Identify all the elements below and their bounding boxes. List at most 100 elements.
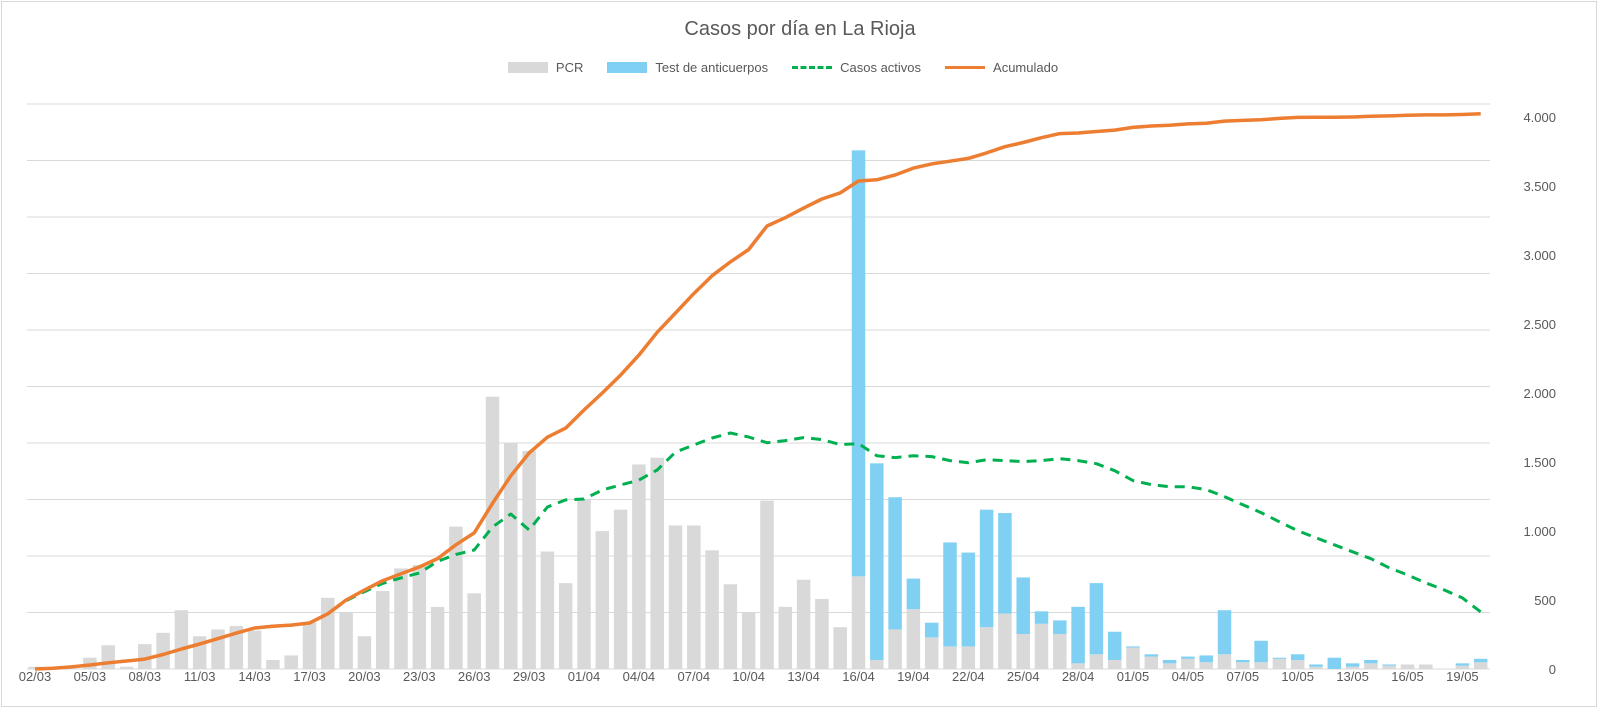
x-tick-label: 28/04 (1062, 669, 1095, 684)
bar-anticuerpos (979, 509, 994, 628)
bar-anticuerpos (924, 622, 939, 638)
bar-anticuerpos (1107, 631, 1122, 660)
bar-anticuerpos (1181, 656, 1195, 659)
bar-pcr (266, 659, 280, 669)
legend-label-acumulado: Acumulado (993, 60, 1059, 75)
bar-pcr (101, 645, 115, 669)
bar-anticuerpos (1272, 657, 1287, 659)
bar-pcr (723, 584, 738, 669)
x-tick-label: 13/04 (787, 669, 820, 684)
bar-anticuerpos (1364, 659, 1378, 664)
x-tick-label: 25/04 (1007, 669, 1040, 684)
bar-pcr (339, 612, 353, 669)
bar-anticuerpos (1199, 655, 1213, 663)
bar-anticuerpos (943, 542, 957, 647)
x-tick-label: 20/03 (348, 669, 381, 684)
bar-pcr (412, 565, 427, 669)
bar-pcr (1034, 623, 1049, 669)
x-tick-label: 07/05 (1227, 669, 1260, 684)
bar-anticuerpos (1053, 620, 1067, 634)
bar-pcr (979, 627, 994, 669)
bar-pcr (577, 499, 591, 669)
bar-pcr (1162, 663, 1177, 669)
bar-anticuerpos (1327, 657, 1342, 669)
bar-pcr (156, 632, 170, 669)
x-tick-label: 02/03 (19, 669, 52, 684)
bar-pcr (632, 464, 646, 669)
x-tick-label: 05/03 (74, 669, 107, 684)
bar-pcr (229, 626, 244, 669)
x-tick-label: 17/03 (293, 669, 326, 684)
bar-pcr (449, 526, 463, 669)
chart-title: Casos por día en La Rioja (684, 18, 916, 40)
bar-anticuerpos (1345, 663, 1360, 667)
bar-pcr (998, 613, 1012, 669)
legend-item-anticuerpos: Test de anticuerpos (607, 60, 768, 75)
bar-pcr (1199, 662, 1213, 669)
bar-anticuerpos (1089, 583, 1104, 655)
bar-pcr (138, 644, 152, 669)
bar-pcr (1126, 647, 1140, 669)
bar-anticuerpos (851, 150, 866, 577)
x-tick-label: 10/04 (732, 669, 765, 684)
x-tick-label: 08/03 (129, 669, 162, 684)
x-tick-label: 01/04 (568, 669, 601, 684)
legend-label-activos: Casos activos (840, 60, 922, 75)
bar-pcr (1309, 666, 1323, 669)
bar-pcr (1254, 662, 1268, 669)
bar-pcr (1419, 664, 1433, 669)
bar-pcr (540, 551, 555, 669)
bar-pcr (522, 450, 536, 669)
bar-pcr (815, 598, 829, 669)
bar-pcr (705, 550, 719, 669)
bar-anticuerpos (1290, 654, 1305, 660)
x-tick-label: 04/05 (1172, 669, 1205, 684)
bar-pcr (1236, 662, 1250, 669)
x-tick-label: 26/03 (458, 669, 491, 684)
x-tick-label: 16/04 (842, 669, 875, 684)
bar-pcr (650, 457, 664, 669)
legend-item-acumulado: Acumulado (945, 60, 1058, 75)
bar-pcr (558, 583, 573, 669)
bar-anticuerpos (961, 552, 976, 647)
x-tick-label: 14/03 (238, 669, 271, 684)
bar-pcr (906, 609, 921, 669)
bar-pcr (1473, 662, 1488, 669)
bar-pcr (119, 666, 134, 669)
bar-pcr (1089, 654, 1104, 669)
bar-pcr (174, 610, 189, 669)
bar-pcr (1455, 665, 1470, 669)
bar-anticuerpos (1236, 659, 1250, 663)
bar-pcr (1144, 656, 1159, 669)
bar-anticuerpos (906, 578, 921, 610)
bar-pcr (357, 636, 372, 669)
bar-pcr (1016, 633, 1030, 669)
bar-pcr (741, 612, 756, 669)
bar-anticuerpos (998, 513, 1012, 614)
bar-pcr (375, 591, 390, 669)
bar-pcr (1053, 633, 1067, 669)
bar-pcr (924, 637, 939, 669)
y-tick-label: 4.000 (1523, 110, 1556, 125)
bar-pcr (485, 396, 500, 669)
bar-anticuerpos (1071, 606, 1085, 664)
bar-pcr (668, 525, 683, 669)
x-tick-label: 04/04 (623, 669, 656, 684)
x-tick-label: 16/05 (1391, 669, 1424, 684)
legend-swatch-acumulado (945, 66, 986, 69)
bar-pcr (1217, 654, 1232, 669)
x-tick-label: 29/03 (513, 669, 546, 684)
legend-swatch-activos (792, 66, 833, 69)
bar-anticuerpos (1217, 610, 1232, 655)
bar-pcr (851, 576, 866, 669)
bar-pcr (1364, 663, 1378, 669)
bar-anticuerpos (1309, 664, 1323, 667)
bar-pcr (613, 509, 628, 669)
bar-pcr (833, 627, 847, 669)
line-acumulado (34, 111, 1481, 671)
legend-label-anticuerpos: Test de anticuerpos (655, 60, 769, 75)
bar-pcr (760, 500, 774, 669)
x-tick-label: 13/05 (1336, 669, 1369, 684)
